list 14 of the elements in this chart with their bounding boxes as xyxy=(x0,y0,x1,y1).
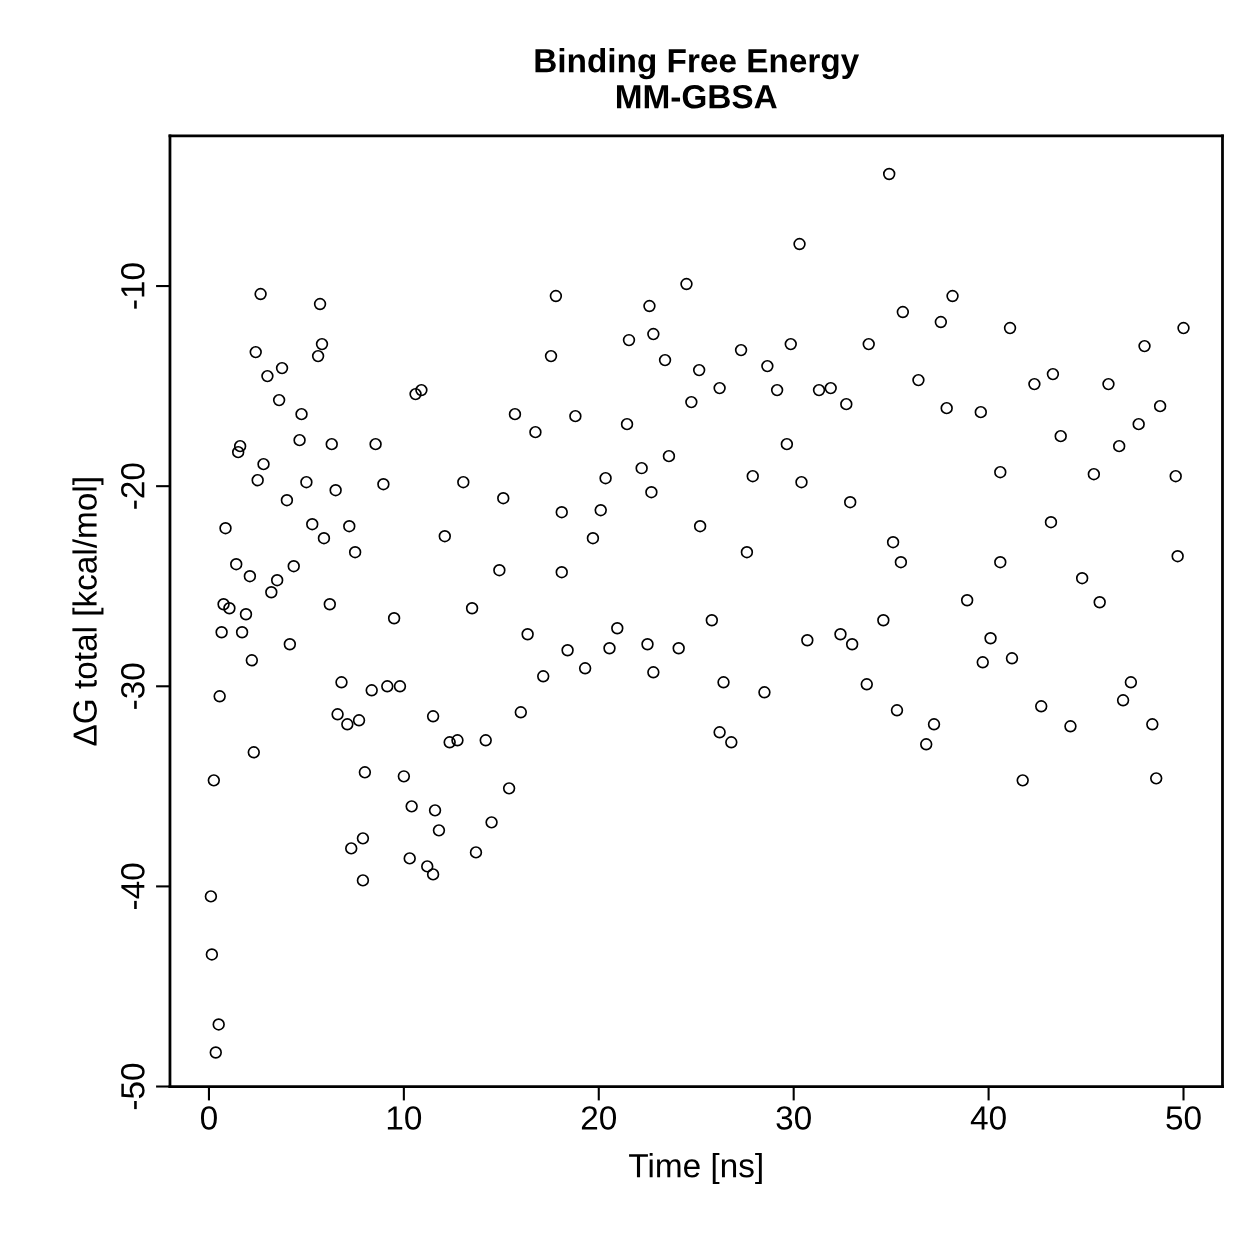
y-tick-label: -40 xyxy=(121,863,145,910)
y-tick-label: -30 xyxy=(121,663,145,709)
y-tick-label: -50 xyxy=(121,1063,145,1110)
x-axis-title: Time [ns] xyxy=(629,1153,762,1185)
x-tick-label: 50 xyxy=(1166,1106,1201,1130)
x-tick-label: 10 xyxy=(387,1106,422,1130)
x-tick-label: 30 xyxy=(776,1106,811,1130)
x-tick-label: 20 xyxy=(581,1106,617,1130)
y-axis-title: ΔG total [kcal/mol] xyxy=(72,478,104,746)
x-tick-label: 40 xyxy=(970,1106,1006,1130)
x-tick-label: 0 xyxy=(200,1106,217,1130)
chart-title: Binding Free Energy MM-GBSA xyxy=(535,47,860,109)
y-tick-label: -20 xyxy=(121,463,145,509)
y-tick-label: -10 xyxy=(121,263,145,309)
